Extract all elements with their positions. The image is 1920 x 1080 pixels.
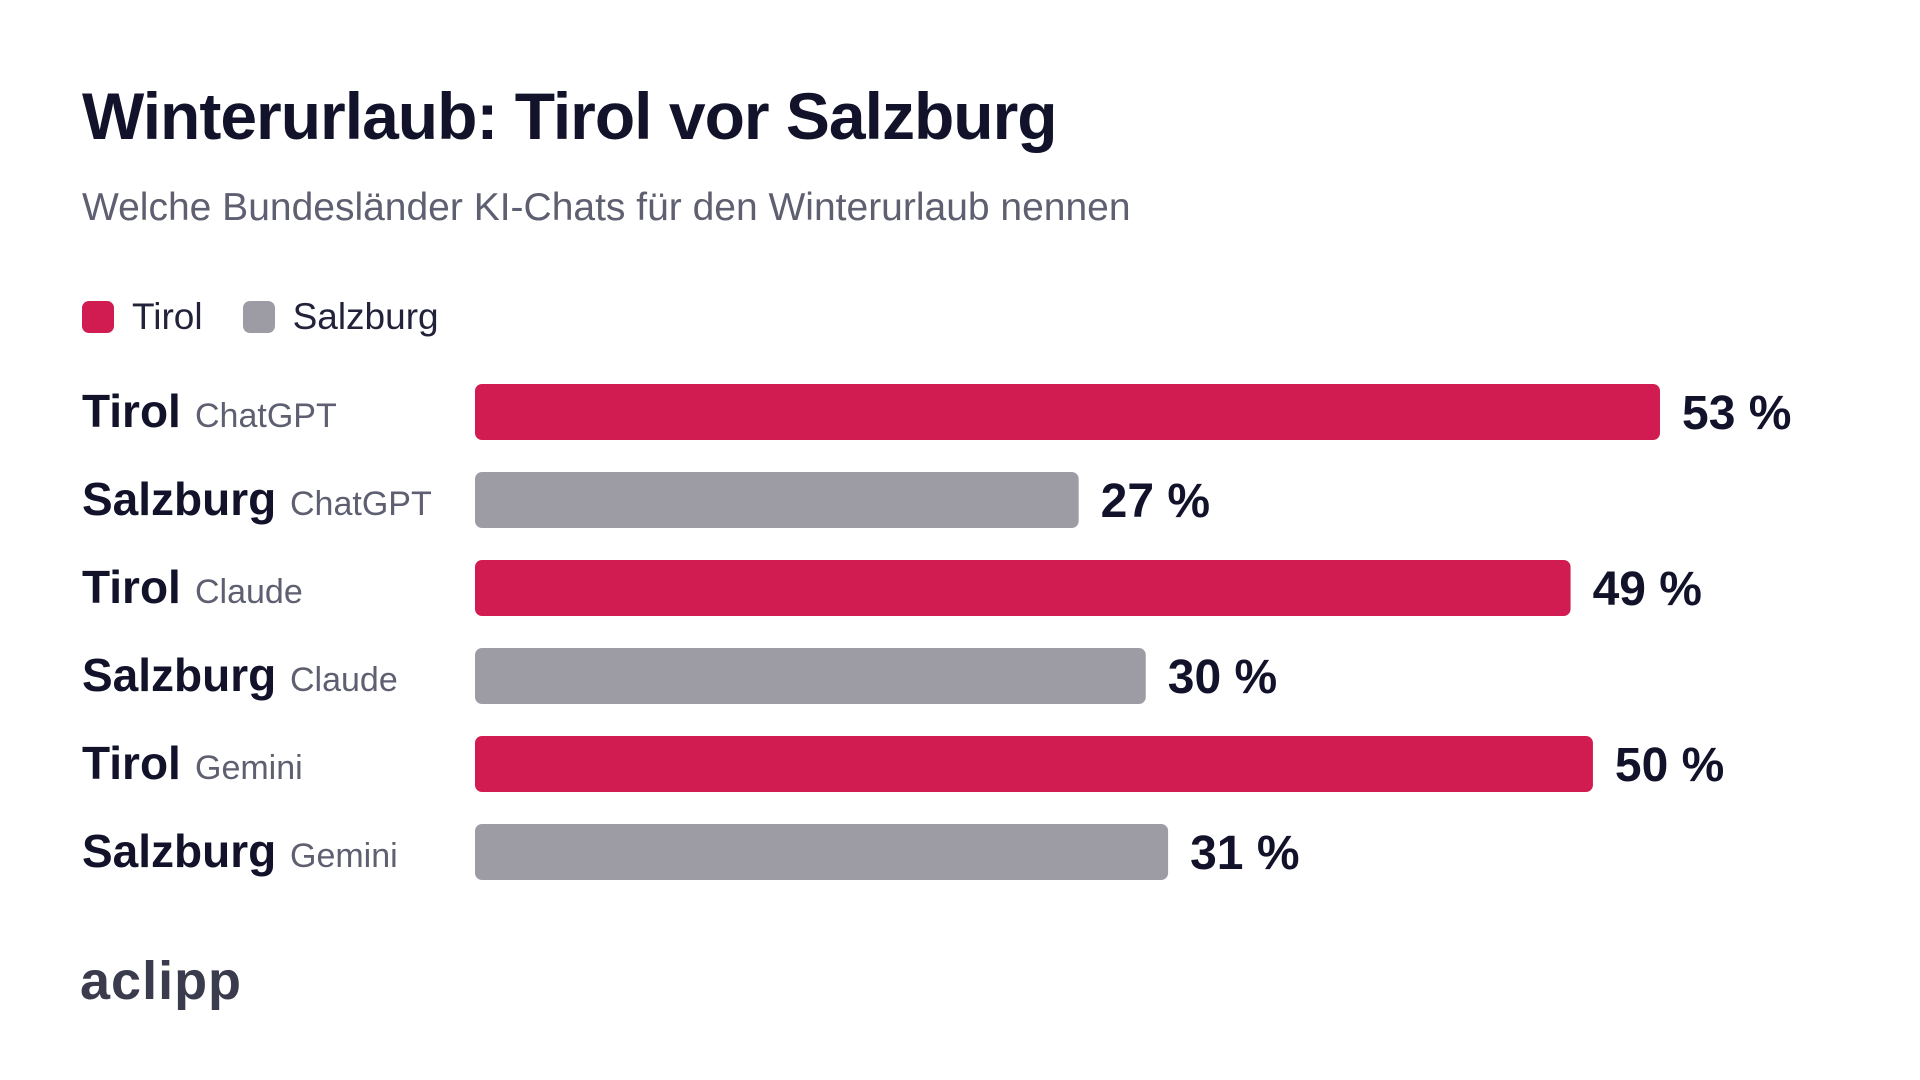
legend-swatch-salzburg — [242, 301, 275, 333]
bar-salzburg-claude — [475, 648, 1146, 704]
value-label-tirol-claude: 49 % — [1593, 563, 1702, 616]
bar-tirol-gemini — [475, 736, 1593, 792]
category-label-tirol-claude: Tirol — [82, 561, 181, 613]
bar-tirol-chatgpt — [475, 384, 1660, 440]
category-label-salzburg-chatgpt: Salzburg — [82, 473, 276, 525]
category-sublabel-claude: Claude — [195, 573, 303, 611]
bar-salzburg-gemini — [475, 824, 1169, 880]
category-sublabel-gemini: Gemini — [290, 837, 398, 875]
legend-item-salzburg: Salzburg — [242, 296, 439, 338]
value-label-salzburg-gemini: 31 % — [1190, 827, 1299, 880]
bar-salzburg-chatgpt — [475, 472, 1079, 528]
legend-item-tirol: Tirol — [82, 296, 203, 338]
category-sublabel-chatgpt: ChatGPT — [195, 397, 337, 435]
value-label-salzburg-claude: 30 % — [1168, 651, 1277, 704]
category-label-salzburg-claude: Salzburg — [82, 649, 276, 701]
chart-title: Winterurlaub: Tirol vor Salzburg — [82, 79, 1058, 153]
legend-label-tirol: Tirol — [132, 296, 203, 337]
category-label-tirol-chatgpt: Tirol — [82, 385, 181, 437]
legend-label-salzburg: Salzburg — [292, 296, 439, 337]
value-label-tirol-gemini: 50 % — [1615, 739, 1724, 792]
legend-swatch-tirol — [82, 301, 114, 333]
category-sublabel-claude: Claude — [290, 661, 398, 699]
chart-subtitle: Welche Bundesländer KI-Chats für den Win… — [82, 186, 1131, 229]
category-sublabel-chatgpt: ChatGPT — [290, 485, 432, 523]
legend: Tirol Salzburg — [82, 296, 479, 338]
value-label-salzburg-chatgpt: 27 % — [1101, 475, 1210, 528]
aclipp-logo: aclipp — [80, 951, 243, 1011]
category-sublabel-gemini: Gemini — [195, 749, 303, 787]
category-label-salzburg-gemini: Salzburg — [82, 825, 276, 877]
value-label-tirol-chatgpt: 53 % — [1682, 387, 1791, 440]
bar-tirol-claude — [475, 560, 1571, 616]
category-label-tirol-gemini: Tirol — [82, 737, 181, 789]
